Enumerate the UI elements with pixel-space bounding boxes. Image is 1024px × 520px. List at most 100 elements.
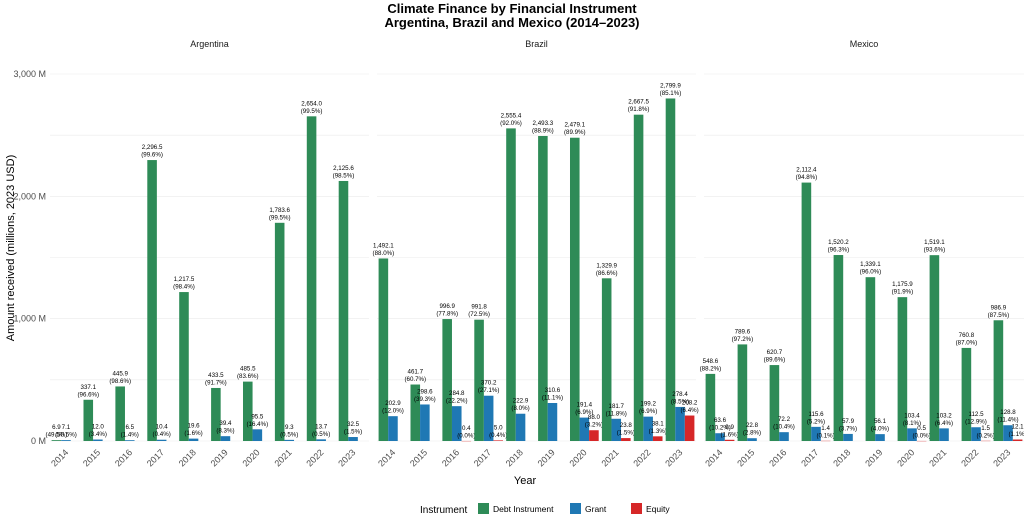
x-tick-label: 2020 <box>241 447 262 468</box>
data-label: 23.8 (1.5%) <box>617 422 635 437</box>
bar-debt-instrument <box>769 365 780 441</box>
x-tick-label: 2017 <box>799 447 820 468</box>
data-label: 6.5 (1.4%) <box>121 424 139 439</box>
bar-debt-instrument <box>179 292 189 441</box>
bar-grant <box>93 439 103 441</box>
bar-debt-instrument <box>442 319 452 441</box>
data-label: 22.8 (2.8%) <box>743 422 761 437</box>
data-label: 2,654.0 (99.5%) <box>301 100 323 115</box>
legend-label: Debt Instrument <box>493 504 554 514</box>
x-tick-label: 2021 <box>927 447 948 468</box>
legend-title: Instrument <box>420 505 467 516</box>
data-label: 0.5 (0.0%) <box>912 425 930 440</box>
bar-debt-instrument <box>705 373 716 441</box>
bar-grant <box>907 428 917 441</box>
data-label: 310.6 (11.1%) <box>542 387 563 402</box>
data-label: 1.4 (0.1%) <box>816 425 834 440</box>
x-tick-label: 2023 <box>336 447 357 468</box>
data-label: 1,783.6 (99.5%) <box>269 207 291 222</box>
data-label: 57.9 (3.7%) <box>839 418 857 433</box>
bar-debt-instrument <box>633 114 644 441</box>
data-label: 6.9 (49.5%) <box>46 424 68 439</box>
x-tick-label: 2016 <box>767 447 788 468</box>
data-label: 19.6 (1.6%) <box>184 423 202 438</box>
bar-debt-instrument <box>929 255 940 441</box>
x-tick-label: 2019 <box>209 447 230 468</box>
data-label: 88.0 (3.2%) <box>585 414 603 429</box>
data-label: 115.6 (5.2%) <box>807 411 825 426</box>
x-tick-label: 2018 <box>177 447 198 468</box>
bar-debt-instrument <box>897 297 908 441</box>
legend: Instrument Debt Instrument Grant Equity <box>420 503 670 516</box>
x-tick-label: 2016 <box>113 447 134 468</box>
x-tick-label: 2015 <box>735 447 756 468</box>
bar-grant <box>188 438 199 441</box>
data-label: 1,492.1 (88.0%) <box>373 242 395 257</box>
bar-grant <box>939 428 949 441</box>
bar-debt-instrument <box>410 384 421 441</box>
x-tick-label: 2015 <box>408 447 429 468</box>
x-tick-label: 2017 <box>472 447 493 468</box>
bar-debt-instrument <box>242 381 253 441</box>
bar-debt-instrument <box>569 137 580 441</box>
x-tick-label: 2020 <box>568 447 589 468</box>
bar-debt-instrument <box>115 386 125 441</box>
x-tick-label: 2022 <box>959 447 980 468</box>
bar-grant <box>579 417 590 441</box>
data-label: 789.6 (97.2%) <box>732 328 754 343</box>
bar-grant <box>611 418 622 441</box>
x-tick-label: 2019 <box>536 447 557 468</box>
data-label: 370.2 (27.1%) <box>478 380 500 395</box>
bar-grant <box>483 395 494 441</box>
x-tick-label: 2020 <box>895 447 916 468</box>
chart-subtitle: Argentina, Brazil and Mexico (2014–2023) <box>384 15 639 30</box>
data-label: 278.4 (8.5%) <box>671 391 689 406</box>
legend-label: Equity <box>646 504 670 514</box>
bar-debt-instrument <box>147 160 157 441</box>
x-tick-label: 2015 <box>81 447 102 468</box>
data-label: 2,296.5 (99.6%) <box>141 144 163 159</box>
bar-grant <box>348 437 358 441</box>
bar-grant <box>388 416 398 441</box>
bar-grant <box>220 436 231 441</box>
x-tick-label: 2014 <box>376 447 397 468</box>
bar-grant <box>715 433 725 441</box>
bar-debt-instrument <box>833 255 844 441</box>
y-tick-label: 2,000 M <box>13 191 46 201</box>
data-label: 760.8 (87.0%) <box>956 332 978 347</box>
data-label: 2,112.4 (94.8%) <box>796 167 818 182</box>
data-label: 112.5 (12.9%) <box>965 411 987 426</box>
x-tick-label: 2023 <box>663 447 684 468</box>
data-label: 2,799.9 (85.1%) <box>660 82 682 97</box>
bar-equity <box>493 440 504 441</box>
data-label: 12.1(1.1%) <box>1008 424 1024 439</box>
bar-debt-instrument <box>378 258 389 441</box>
data-label: 298.6 (39.3%) <box>414 388 436 403</box>
bar-debt-instrument <box>83 399 94 441</box>
x-tick-label: 2023 <box>991 447 1012 468</box>
bar-grant <box>971 427 981 441</box>
data-label: 128.8 (11.4%) <box>997 409 1018 424</box>
data-label: 2,667.5 (91.8%) <box>628 99 650 114</box>
data-label: 0.4 (0.0%) <box>457 425 475 440</box>
data-label: 191.4 (6.9%) <box>575 402 593 417</box>
data-label: 56.1 (4.0%) <box>871 418 889 433</box>
bar-debt-instrument <box>961 347 972 441</box>
bar-debt-instrument <box>801 182 812 441</box>
data-label: 2,493.3 (88.9%) <box>532 120 554 135</box>
bar-grant <box>547 403 558 441</box>
data-label: 991.8 (72.5%) <box>468 304 490 319</box>
x-tick-label: 2018 <box>504 447 525 468</box>
y-tick-label: 0 M <box>31 436 46 446</box>
bar-debt-instrument <box>474 319 484 441</box>
legend-label: Grant <box>585 504 607 514</box>
data-label: 620.7 (89.6%) <box>764 349 786 364</box>
y-tick-label: 3,000 M <box>13 69 46 79</box>
x-tick-label: 2017 <box>145 447 166 468</box>
data-label: 5.0 (0.4%) <box>489 424 507 439</box>
data-label: 10.4 (0.4%) <box>153 424 171 439</box>
data-label: 1,217.5 (98.4%) <box>173 276 195 291</box>
bar-equity <box>652 436 663 441</box>
bar-debt-instrument <box>274 222 285 441</box>
